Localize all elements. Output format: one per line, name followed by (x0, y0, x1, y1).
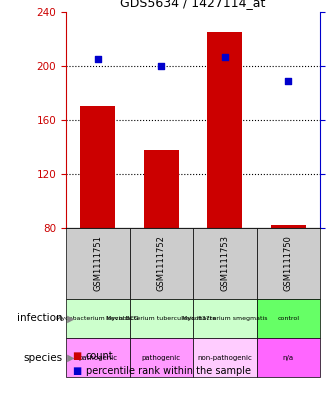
Text: GSM1111750: GSM1111750 (284, 235, 293, 291)
Text: species: species (23, 353, 63, 363)
Text: pathogenic: pathogenic (78, 354, 117, 361)
Bar (207, 32, 242, 228)
Text: n/a: n/a (283, 354, 294, 361)
Title: GDS5634 / 1427114_at: GDS5634 / 1427114_at (120, 0, 266, 9)
Text: ■: ■ (73, 351, 82, 361)
Text: infection: infection (17, 313, 63, 323)
Text: percentile rank within the sample: percentile rank within the sample (86, 366, 251, 376)
Text: ▶: ▶ (64, 313, 75, 323)
Bar (144, 150, 179, 228)
Text: GSM1111751: GSM1111751 (93, 235, 102, 291)
Text: count: count (86, 351, 114, 361)
Point (286, 78, 291, 84)
Point (159, 62, 164, 69)
Text: Mycobacterium bovis BCG: Mycobacterium bovis BCG (56, 316, 139, 321)
Text: control: control (277, 316, 299, 321)
Text: ▶: ▶ (64, 353, 75, 363)
Text: GSM1111753: GSM1111753 (220, 235, 229, 291)
Text: non-pathogenic: non-pathogenic (197, 354, 252, 361)
Text: ■: ■ (73, 366, 82, 376)
Text: Mycobacterium smegmatis: Mycobacterium smegmatis (182, 316, 268, 321)
Point (222, 54, 227, 60)
Text: Mycobacterium tuberculosis H37ra: Mycobacterium tuberculosis H37ra (106, 316, 216, 321)
Point (95, 56, 100, 62)
Bar (80, 107, 115, 228)
Text: pathogenic: pathogenic (142, 354, 181, 361)
Text: GSM1111752: GSM1111752 (157, 235, 166, 291)
Bar (271, 225, 306, 228)
